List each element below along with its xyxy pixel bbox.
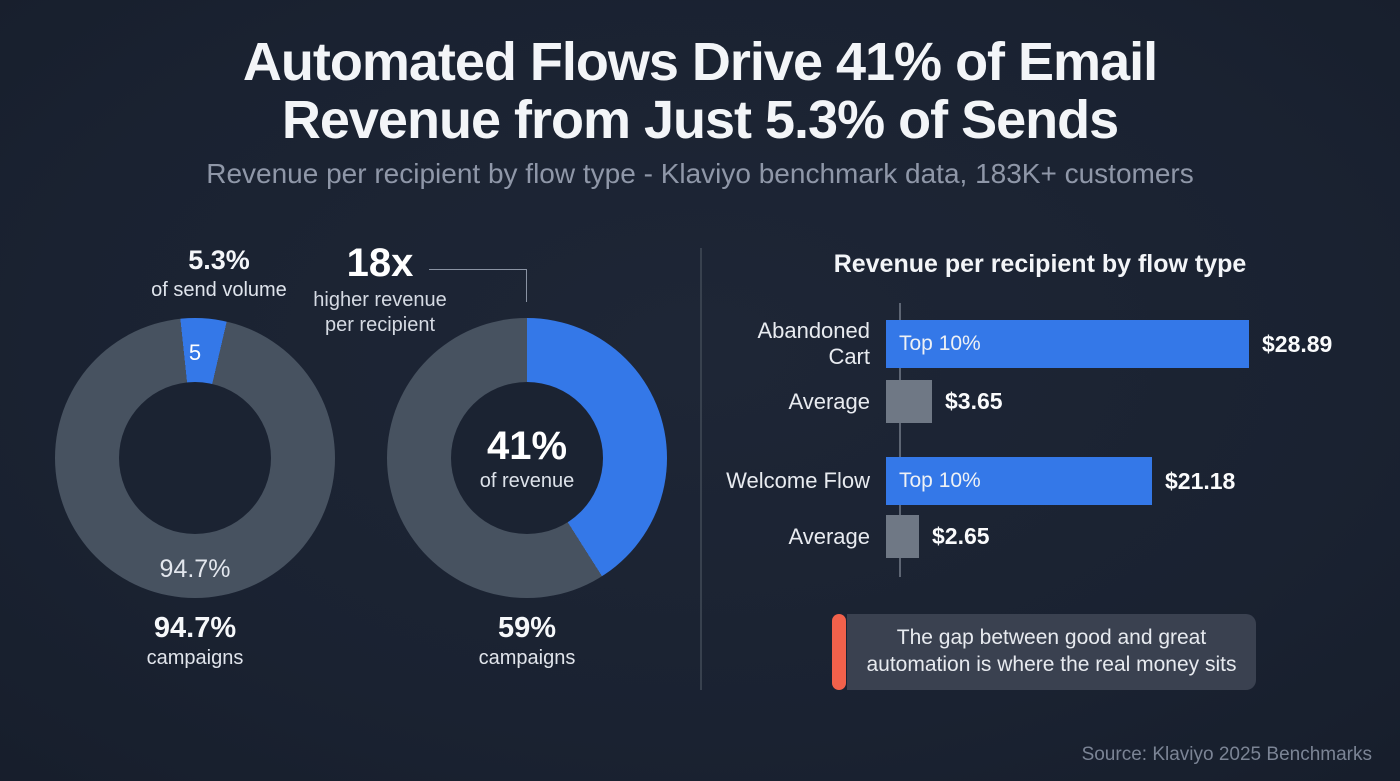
insight-callout: The gap between good and great automatio… bbox=[832, 614, 1256, 690]
bar-abandoned-cart-top10: Top 10% bbox=[886, 320, 1249, 368]
bar-row-abandoned-cart-top10: Abandoned Cart Top 10% $28.89 bbox=[720, 318, 1380, 369]
page-title: Automated Flows Drive 41% of Email Reven… bbox=[0, 32, 1400, 150]
send-volume-callout-value: 5.3% bbox=[188, 245, 250, 275]
bar-value: $21.18 bbox=[1165, 467, 1236, 494]
revenue-share-donut-hole: 41% of revenue bbox=[451, 382, 603, 534]
revenue-multiplier-label: higher revenue per recipient bbox=[313, 289, 447, 336]
send-volume-ring-label: 94.7% bbox=[159, 555, 231, 583]
send-volume-footer: 94.7% campaigns bbox=[55, 612, 335, 670]
page-title-line2: Revenue from Just 5.3% of Sends bbox=[281, 89, 1119, 150]
bar-row-abandoned-cart-average: Average $3.65 bbox=[720, 380, 1380, 423]
bar-inner-label: Top 10% bbox=[899, 332, 981, 355]
revenue-share-donut: 41% of revenue bbox=[387, 318, 667, 598]
send-volume-donut-hole bbox=[119, 382, 271, 534]
annotation-connector-line bbox=[429, 269, 527, 302]
bar-value: $28.89 bbox=[1262, 330, 1333, 357]
bar-welcome-flow-average bbox=[886, 515, 919, 558]
revenue-share-center-label: of revenue bbox=[479, 469, 575, 492]
revenue-share-footer-label: campaigns bbox=[478, 647, 576, 670]
bar-row-label: Average bbox=[788, 523, 870, 549]
bar-inner-label: Top 10% bbox=[899, 469, 981, 492]
bar-value: $3.65 bbox=[945, 388, 1003, 414]
bar-row-label: Abandoned Cart bbox=[757, 318, 870, 369]
page-subtitle: Revenue per recipient by flow type - Kla… bbox=[206, 158, 1194, 189]
callout-text-box: The gap between good and great automatio… bbox=[847, 614, 1256, 690]
send-volume-callout: 5.3% of send volume bbox=[79, 245, 359, 302]
bar-welcome-flow-top10: Top 10% bbox=[886, 457, 1152, 505]
callout-accent-bar bbox=[832, 614, 846, 690]
bar-row-label: Welcome Flow bbox=[726, 468, 870, 493]
revenue-share-center-value: 41% bbox=[486, 423, 568, 468]
revenue-share-footer: 59% campaigns bbox=[387, 612, 667, 670]
source-attribution: Source: Klaviyo 2025 Benchmarks bbox=[1081, 744, 1372, 765]
bar-chart-title: Revenue per recipient by flow type bbox=[833, 250, 1247, 278]
bar-row-welcome-flow-average: Average $2.65 bbox=[720, 515, 1380, 558]
section-divider bbox=[700, 248, 702, 690]
revenue-multiplier-value: 18x bbox=[346, 241, 414, 285]
bar-value: $2.65 bbox=[932, 523, 990, 549]
bar-row-label: Average bbox=[788, 388, 870, 414]
send-volume-slice-tag: 5 bbox=[188, 340, 202, 365]
send-volume-callout-label: of send volume bbox=[151, 278, 287, 301]
send-volume-footer-label: campaigns bbox=[146, 647, 244, 670]
bar-row-welcome-flow-top10: Welcome Flow Top 10% $21.18 bbox=[720, 457, 1380, 505]
callout-text-line2: automation is where the real money sits bbox=[866, 653, 1237, 676]
send-volume-footer-value: 94.7% bbox=[153, 612, 237, 644]
bar-chart-axis bbox=[899, 303, 901, 577]
send-volume-donut: 5 94.7% bbox=[55, 318, 335, 598]
revenue-multiplier-annotation: 18x higher revenue per recipient bbox=[300, 242, 460, 338]
page-title-line1: Automated Flows Drive 41% of Email bbox=[242, 32, 1158, 92]
revenue-share-footer-value: 59% bbox=[497, 612, 557, 644]
callout-text-line1: The gap between good and great bbox=[896, 626, 1207, 650]
bar-abandoned-cart-average bbox=[886, 380, 932, 423]
